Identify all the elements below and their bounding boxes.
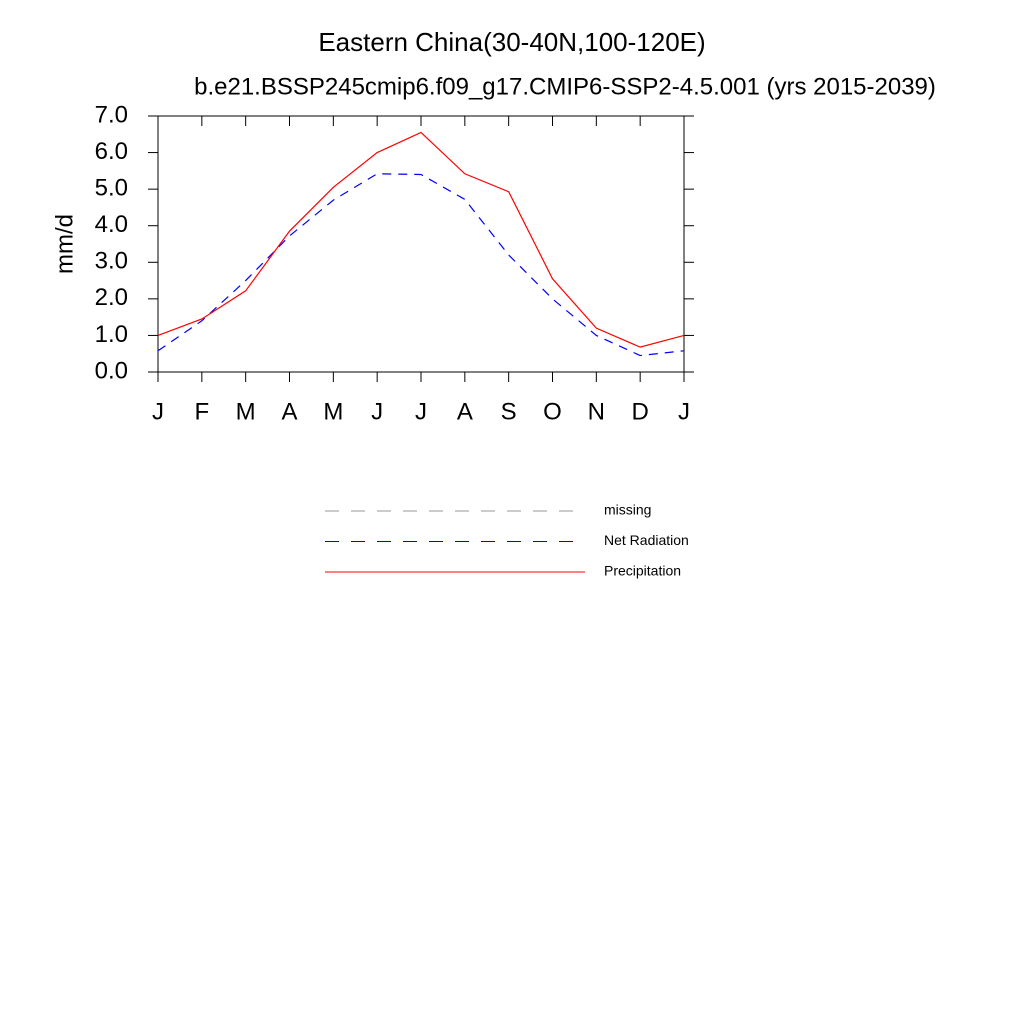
legend-label: Precipitation [604, 563, 681, 579]
chart-subtitle: b.e21.BSSP245cmip6.f09_g17.CMIP6-SSP2-4.… [194, 73, 936, 100]
x-tick-label: A [281, 398, 297, 425]
series-line [157, 131, 685, 348]
x-tick-label: D [631, 398, 648, 425]
y-tick-label: 0.0 [95, 357, 128, 384]
y-tick-label: 7.0 [95, 101, 128, 128]
x-tick-label: M [236, 398, 256, 425]
x-tick-label: M [323, 398, 343, 425]
y-tick-label: 1.0 [95, 321, 128, 348]
chart-title: Eastern China(30-40N,100-120E) [318, 27, 705, 57]
y-axis-label: mm/d [51, 214, 78, 274]
legend-label: Net Radiation [604, 532, 689, 548]
x-tick-label: J [415, 398, 427, 425]
y-tick-label: 3.0 [95, 248, 128, 275]
legend-label: missing [604, 502, 651, 518]
y-tick-label: 2.0 [95, 284, 128, 311]
x-tick-label: S [501, 398, 517, 425]
x-tick-label: J [371, 398, 383, 425]
plot-frame [157, 115, 685, 373]
y-tick-label: 4.0 [95, 211, 128, 238]
series-line [157, 173, 685, 357]
x-tick-label: N [588, 398, 605, 425]
x-tick-label: O [543, 398, 562, 425]
x-tick-label: J [152, 398, 164, 425]
x-tick-label: J [678, 398, 690, 425]
y-tick-label: 5.0 [95, 174, 128, 201]
x-tick-label: A [457, 398, 473, 425]
x-tick-label: F [194, 398, 209, 425]
y-tick-label: 6.0 [95, 138, 128, 165]
